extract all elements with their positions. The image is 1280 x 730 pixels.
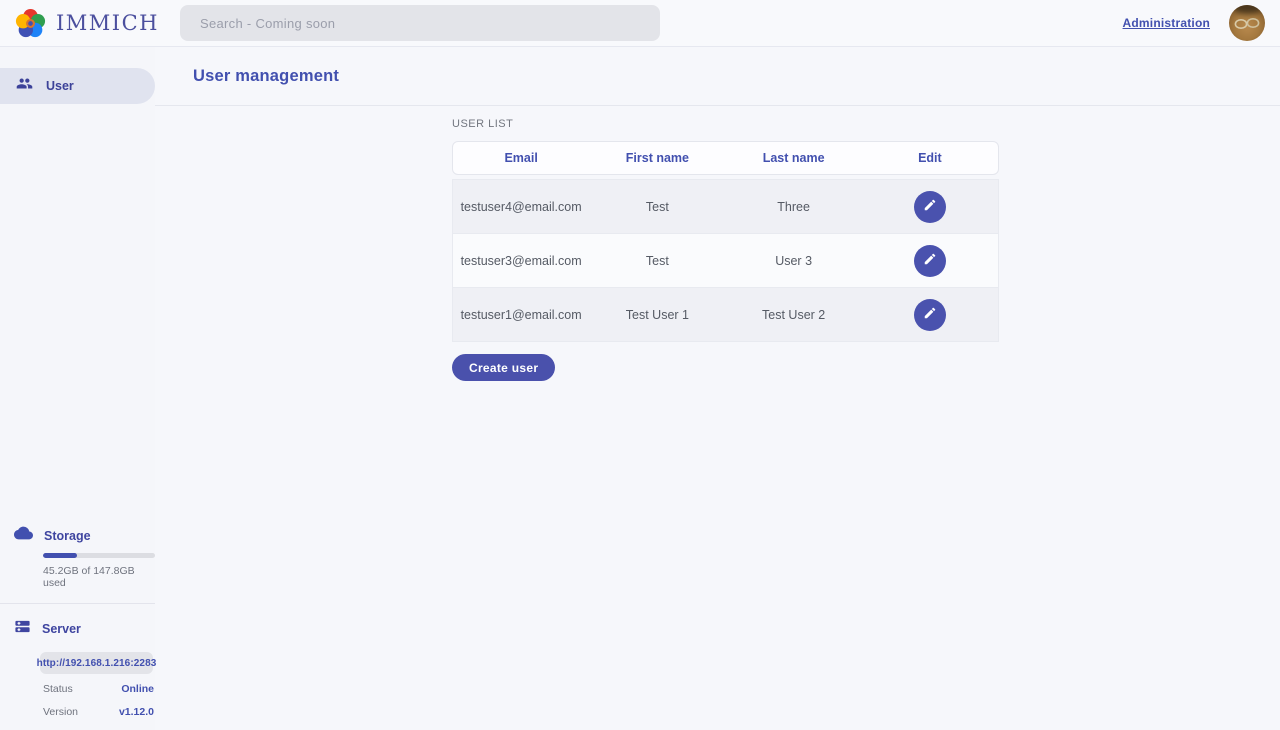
storage-progress-fill <box>43 553 78 558</box>
cell-last-name: Three <box>777 199 810 214</box>
server-status-row: Status Online <box>43 680 154 697</box>
storage-progress-bar <box>43 553 155 558</box>
storage-usage-text: 45.2GB of 147.8GB used <box>43 565 135 589</box>
sidebar-divider <box>0 603 155 604</box>
edit-user-button[interactable] <box>913 190 946 223</box>
cell-email: testuser3@email.com <box>460 253 582 268</box>
cell-last-name: Test User 2 <box>762 307 826 322</box>
cell-first-name: Test User 1 <box>625 307 689 322</box>
main-content: User management USER LIST Email First na… <box>155 47 1280 730</box>
cell-first-name: Test <box>645 253 669 268</box>
create-user-button[interactable]: Create user <box>452 354 556 381</box>
storage-header: Storage <box>0 526 155 545</box>
administration-link[interactable]: Administration <box>1122 16 1210 30</box>
top-bar: IMMICH Administration <box>0 0 1280 47</box>
page-title-bar: User management <box>155 47 1280 106</box>
server-url-badge[interactable]: http://192.168.1.216:2283 <box>37 652 156 674</box>
cell-first-name: Test <box>645 199 669 214</box>
table-row: testuser1@email.com Test User 1 Test Use… <box>452 287 999 342</box>
sidebar-status-panel: Storage 45.2GB of 147.8GB used Server ht… <box>0 526 156 720</box>
table-row: testuser3@email.com Test User 3 <box>452 233 999 288</box>
column-header-edit: Edit <box>918 151 942 165</box>
table-header-row: Email First name Last name Edit <box>452 141 999 175</box>
pencil-icon <box>923 252 937 269</box>
column-header-first-name: First name <box>625 151 689 165</box>
cell-email: testuser4@email.com <box>460 199 582 214</box>
brand: IMMICH <box>0 7 180 40</box>
users-icon <box>16 75 33 97</box>
user-list-section: USER LIST Email First name Last name Edi… <box>452 118 999 381</box>
immich-flower-logo-icon <box>14 7 47 40</box>
cloud-icon <box>14 526 33 545</box>
sidebar-item-user-label: User <box>46 79 74 93</box>
server-title: Server <box>42 622 81 636</box>
pencil-icon <box>923 198 937 215</box>
edit-user-button[interactable] <box>913 244 946 277</box>
sidebar: User Storage 45.2GB of 147.8GB used <box>0 47 156 730</box>
column-header-last-name: Last name <box>762 151 825 165</box>
column-header-email: Email <box>504 151 538 165</box>
status-label: Status <box>43 682 73 695</box>
page-title: User management <box>193 66 340 85</box>
storage-title: Storage <box>44 528 91 543</box>
pencil-icon <box>923 306 937 323</box>
app-title: IMMICH <box>56 11 159 35</box>
server-version-row: Version v1.12.0 <box>43 703 154 720</box>
cell-last-name: User 3 <box>775 253 813 268</box>
server-header: Server <box>0 618 155 640</box>
search-input[interactable] <box>180 5 660 41</box>
table-row: testuser4@email.com Test Three <box>452 179 999 234</box>
edit-user-button[interactable] <box>913 298 946 331</box>
sidebar-item-user[interactable]: User <box>0 68 155 104</box>
version-value: v1.12.0 <box>118 705 154 718</box>
user-avatar[interactable] <box>1229 5 1265 41</box>
status-value: Online <box>121 682 154 695</box>
version-label: Version <box>43 705 79 718</box>
server-icon <box>14 618 31 640</box>
cell-email: testuser1@email.com <box>460 307 582 322</box>
section-title: USER LIST <box>452 118 514 130</box>
